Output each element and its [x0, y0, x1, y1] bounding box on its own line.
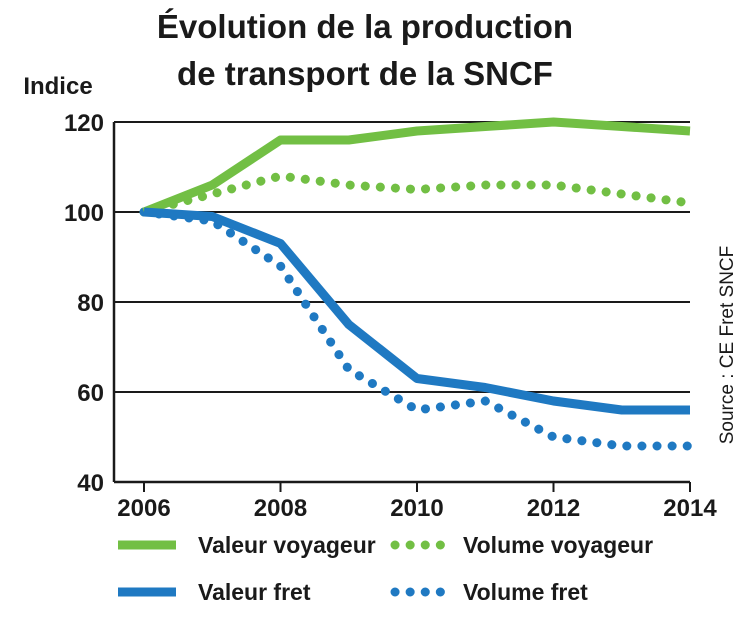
series-line-volume-voyageur	[139, 171, 695, 217]
legend-item: Volume voyageur	[390, 532, 653, 558]
y-tick-label: 60	[77, 380, 104, 407]
y-tick-label: 80	[77, 290, 104, 317]
y-tick-label: 120	[64, 110, 104, 137]
axes-layer: 40 60 80 100 120 2006 2008 2010 2012 2014	[64, 110, 717, 522]
series-line-valeur-fret	[143, 207, 690, 415]
legend-label: Valeur fret	[198, 579, 311, 605]
legend: Valeur voyageur Volume voyageur Valeur fre…	[118, 532, 653, 605]
chart-title-line-2: de transport de la SNCF	[177, 55, 553, 92]
y-axis-label: Indice	[23, 73, 92, 100]
series-layer	[139, 117, 695, 451]
source-label: Source : CE Fret SNCF	[717, 246, 738, 445]
legend-label: Volume fret	[463, 579, 588, 605]
legend-item: Volume fret	[390, 579, 588, 605]
x-tick-label: 2006	[117, 495, 170, 522]
legend-item: Valeur voyageur	[118, 532, 376, 558]
x-tick-label: 2008	[254, 495, 307, 522]
series-line-valeur-voyageur	[142, 117, 691, 217]
y-tick-label: 100	[64, 200, 104, 227]
x-tick-label: 2012	[527, 495, 580, 522]
legend-label: Valeur voyageur	[198, 532, 376, 558]
x-tick-label: 2010	[390, 495, 443, 522]
x-tick-label: 2014	[663, 495, 717, 522]
grid-layer	[114, 121, 690, 393]
legend-item: Valeur fret	[118, 579, 311, 605]
series-line-volume-fret	[139, 207, 695, 451]
chart-title-line-1: Évolution de la production	[157, 8, 573, 45]
legend-label: Volume voyageur	[463, 532, 653, 558]
y-tick-label: 40	[77, 470, 104, 497]
